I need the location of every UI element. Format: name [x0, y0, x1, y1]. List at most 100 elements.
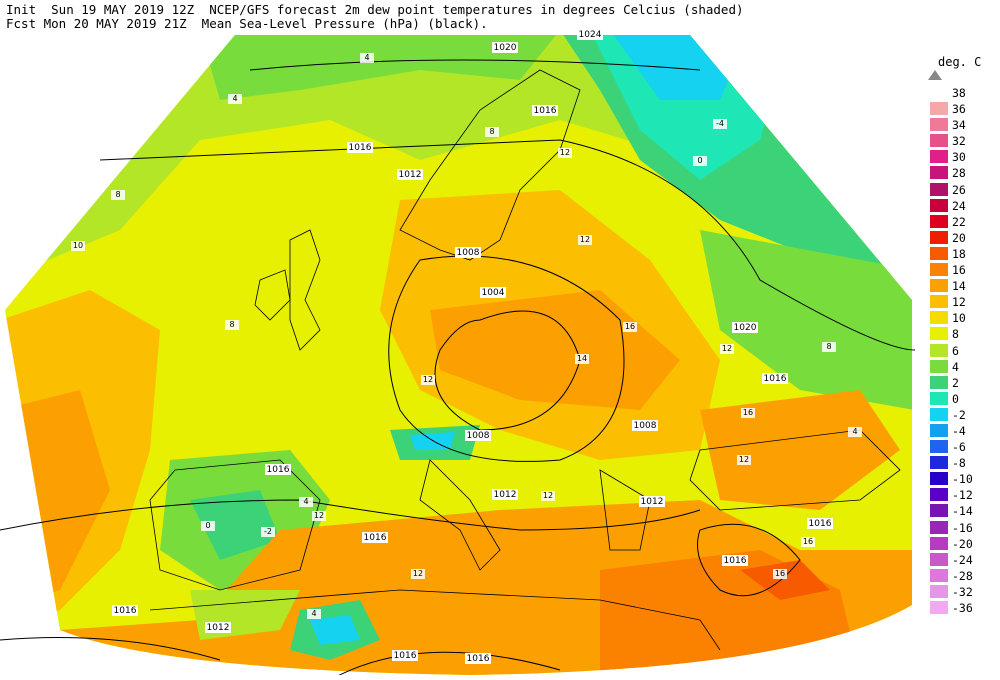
temperature-label-bg [225, 320, 239, 330]
legend-swatch [930, 311, 948, 325]
legend-row: 8 [930, 325, 1000, 341]
legend-label: -24 [952, 552, 973, 567]
legend-swatch [930, 214, 948, 228]
legend-row: 22 [930, 213, 1000, 229]
legend-label: -20 [952, 536, 973, 551]
legend-label: 32 [952, 134, 966, 149]
legend-label: 24 [952, 198, 966, 213]
temperature-label-bg [558, 148, 572, 158]
temperature-label-bg [822, 342, 836, 352]
legend-label: -12 [952, 488, 973, 503]
legend-row: -2 [930, 406, 1000, 422]
temperature-label: 4 [232, 94, 237, 103]
legend-swatch [930, 407, 948, 421]
temperature-label: 16 [775, 569, 785, 578]
legend-label: -16 [952, 520, 973, 535]
legend-swatch [930, 536, 948, 550]
isobar-label-bg [632, 420, 658, 431]
legend-swatch [930, 391, 948, 405]
legend-row: 4 [930, 358, 1000, 374]
temperature-label: 12 [423, 375, 433, 384]
isobar-label-bg [455, 247, 481, 258]
legend-row: 2 [930, 374, 1000, 390]
temperature-label: 8 [115, 190, 120, 199]
legend-label: -2 [952, 407, 966, 422]
legend-label: 12 [952, 295, 966, 310]
isobar-label-bg [492, 42, 518, 53]
legend-label: 36 [952, 102, 966, 117]
legend-swatch [930, 327, 948, 341]
temperature-label: 12 [580, 235, 590, 244]
legend-label: -32 [952, 584, 973, 599]
temperature-label-bg [578, 235, 592, 245]
legend-swatch [930, 182, 948, 196]
header-line-2: Fcst Mon 20 MAY 2019 21Z Mean Sea-Level … [6, 16, 488, 31]
legend-label: 38 [952, 86, 966, 100]
temperature-label: -4 [716, 119, 724, 128]
temperature-label: 14 [577, 354, 587, 363]
isobar-label: 1016 [764, 374, 787, 384]
isobar-label-bg [762, 373, 788, 384]
isobar-label-bg [205, 622, 231, 633]
legend-swatch [930, 520, 948, 534]
isobar-label: 1008 [457, 248, 480, 258]
isobar-label-bg [732, 322, 758, 333]
legend-swatch [930, 375, 948, 389]
legend-title: deg. C [938, 55, 982, 69]
legend-swatch [930, 118, 948, 132]
legend-swatch [930, 456, 948, 470]
isobar-label-bg [492, 489, 518, 500]
temperature-label: 12 [543, 491, 553, 500]
temperature-label-bg [693, 156, 707, 166]
legend-swatch [930, 295, 948, 309]
temperature-label: 8 [489, 127, 494, 136]
temperature-label-bg [71, 241, 85, 251]
temperature-label-bg [713, 119, 727, 129]
isobar-label: 1020 [734, 323, 757, 333]
legend-label: 2 [952, 375, 959, 390]
legend-label: -10 [952, 472, 973, 487]
legend-swatch [930, 584, 948, 598]
legend-label: -4 [952, 423, 966, 438]
legend-label: 26 [952, 182, 966, 197]
isobar-label-bg [112, 605, 138, 616]
legend-label: 20 [952, 230, 966, 245]
weather-map: 1024102010161016101210081004101610201016… [0, 30, 915, 675]
legend-swatch [930, 440, 948, 454]
legend-row: 36 [930, 100, 1000, 116]
temperature-label: 12 [560, 148, 570, 157]
isobar-label: 1020 [494, 43, 517, 53]
temperature-label: 10 [73, 241, 83, 250]
legend-row: 30 [930, 148, 1000, 164]
isobar-label: 1012 [494, 490, 517, 500]
legend-label: 28 [952, 166, 966, 181]
isobar-label-bg [347, 142, 373, 153]
temperature-label: 4 [311, 609, 316, 618]
legend-row: -12 [930, 486, 1000, 502]
temperature-label: 4 [303, 497, 308, 506]
legend-label: 4 [952, 359, 959, 374]
legend-label: -28 [952, 568, 973, 583]
legend-row: 24 [930, 197, 1000, 213]
header-line-1: Init Sun 19 MAY 2019 12Z NCEP/GFS foreca… [6, 2, 744, 17]
temperature-label-bg [201, 521, 215, 531]
isobar-label-bg [722, 555, 748, 566]
isobar-label-bg [397, 169, 423, 180]
isobar-label: 1016 [534, 106, 557, 116]
temperature-label-bg [261, 527, 275, 537]
legend-row: -14 [930, 502, 1000, 518]
isobar-label-bg [480, 287, 506, 298]
temperature-label: 8 [826, 342, 831, 351]
temperature-label-bg [720, 344, 734, 354]
legend-label: 6 [952, 343, 959, 358]
temperature-label-bg [773, 569, 787, 579]
temperature-label-bg [360, 53, 374, 63]
legend-swatch [930, 423, 948, 437]
temperature-label: 12 [314, 511, 324, 520]
temperature-label-bg [737, 455, 751, 465]
isobar-label: 1024 [579, 30, 602, 40]
isobar-label: 1016 [809, 519, 832, 529]
isobar-label-bg [807, 518, 833, 529]
legend-label: 18 [952, 246, 966, 261]
isobar-label: 1016 [724, 556, 747, 566]
